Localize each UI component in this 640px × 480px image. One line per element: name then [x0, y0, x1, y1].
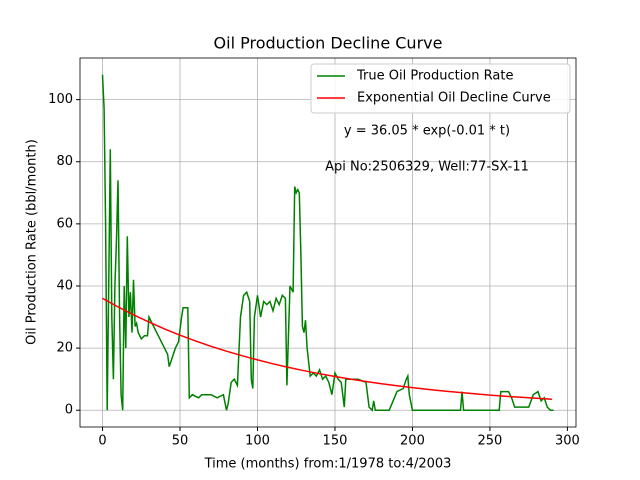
- y-tick-label: 60: [56, 216, 73, 231]
- x-tick-label: 100: [245, 434, 270, 449]
- plot-frame: [79, 57, 577, 428]
- y-tick-label: 0: [65, 403, 73, 418]
- y-tick-label: 100: [48, 92, 73, 107]
- x-tick-label: 300: [555, 434, 580, 449]
- x-tick-label: 50: [172, 434, 189, 449]
- y-tick-label: 40: [56, 278, 73, 293]
- series-line: [102, 297, 552, 400]
- annotation: y = 36.05 * exp(-0.01 * t): [344, 124, 510, 139]
- annotation: Api No:2506329, Well:77-SX-11: [325, 160, 529, 175]
- x-axis-label: Time (months) from:1/1978 to:4/2003: [204, 457, 452, 472]
- legend-box: [310, 63, 571, 114]
- x-tick-label: 150: [323, 434, 348, 449]
- legend-label: Exponential Oil Decline Curve: [357, 91, 551, 106]
- x-tick-label: 200: [400, 434, 425, 449]
- legend-label: True Oil Production Rate: [356, 69, 513, 84]
- y-tick-label: 80: [56, 154, 73, 169]
- y-axis-label: Oil Production Rate (bbl/month): [25, 139, 40, 345]
- x-tick-label: 0: [98, 434, 106, 449]
- chart-title: Oil Production Decline Curve: [214, 34, 443, 53]
- x-tick-label: 250: [478, 434, 503, 449]
- y-tick-label: 20: [56, 341, 73, 356]
- series-line: [101, 74, 554, 412]
